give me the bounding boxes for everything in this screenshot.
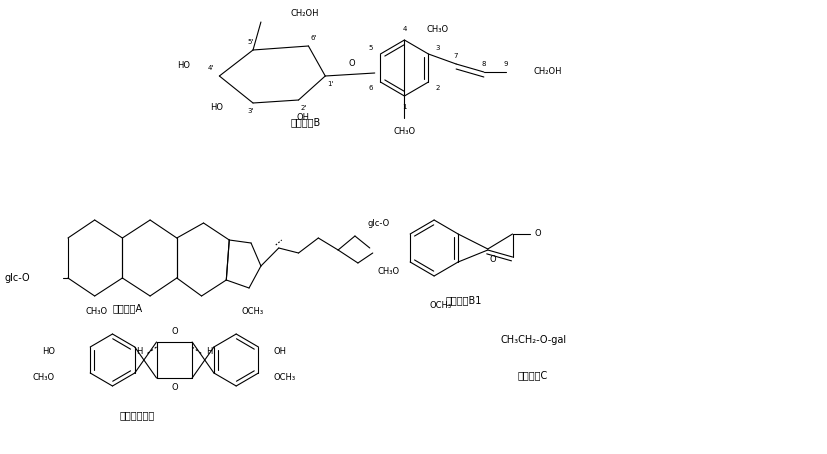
Text: H: H xyxy=(136,347,143,356)
Text: 2: 2 xyxy=(436,84,440,90)
Text: 2': 2' xyxy=(300,105,307,111)
Text: OH: OH xyxy=(274,347,287,356)
Text: O: O xyxy=(171,327,178,336)
Text: OH: OH xyxy=(297,114,310,123)
Text: 6': 6' xyxy=(310,35,317,41)
Text: CH₃O: CH₃O xyxy=(33,374,55,383)
Text: 4': 4' xyxy=(208,65,214,71)
Text: 4: 4 xyxy=(402,26,407,32)
Text: 刺五加苷C: 刺五加苷C xyxy=(518,370,548,380)
Text: glc-O: glc-O xyxy=(367,218,390,227)
Text: OCH₃: OCH₃ xyxy=(429,301,452,311)
Text: 1: 1 xyxy=(402,104,407,110)
Text: O: O xyxy=(171,384,178,393)
Text: HO: HO xyxy=(177,61,189,70)
Text: 1': 1' xyxy=(327,81,333,87)
Text: O: O xyxy=(535,230,542,238)
Text: glc-O: glc-O xyxy=(5,273,31,283)
Text: 刺五加苷A: 刺五加苷A xyxy=(112,303,142,313)
Text: 5: 5 xyxy=(369,45,373,51)
Text: 9: 9 xyxy=(504,61,508,67)
Text: CH₃O: CH₃O xyxy=(85,307,108,316)
Text: O: O xyxy=(349,59,356,68)
Text: 紫丁香樹脂酚: 紫丁香樹脂酚 xyxy=(120,410,155,420)
Text: 刺五加苷B: 刺五加苷B xyxy=(290,117,321,127)
Text: 7: 7 xyxy=(454,53,458,59)
Text: CH₂OH: CH₂OH xyxy=(533,68,562,77)
Text: 6: 6 xyxy=(369,84,373,90)
Text: 3': 3' xyxy=(248,108,254,114)
Text: HO: HO xyxy=(42,347,55,356)
Text: H: H xyxy=(206,347,213,356)
Text: OCH₃: OCH₃ xyxy=(274,374,296,383)
Text: HO: HO xyxy=(210,104,223,113)
Text: CH₃O: CH₃O xyxy=(426,25,448,35)
Text: O: O xyxy=(490,255,496,263)
Text: CH₃O: CH₃O xyxy=(394,127,415,135)
Text: OCH₃: OCH₃ xyxy=(241,307,263,316)
Text: 5': 5' xyxy=(248,39,254,45)
Text: 8: 8 xyxy=(481,61,486,67)
Text: CH₃CH₂-O-gal: CH₃CH₂-O-gal xyxy=(500,335,566,345)
Text: CH₂OH: CH₂OH xyxy=(290,10,319,19)
Text: CH₃O: CH₃O xyxy=(377,266,399,276)
Text: 刺五加苷B1: 刺五加苷B1 xyxy=(446,295,482,305)
Text: 3: 3 xyxy=(436,45,440,51)
